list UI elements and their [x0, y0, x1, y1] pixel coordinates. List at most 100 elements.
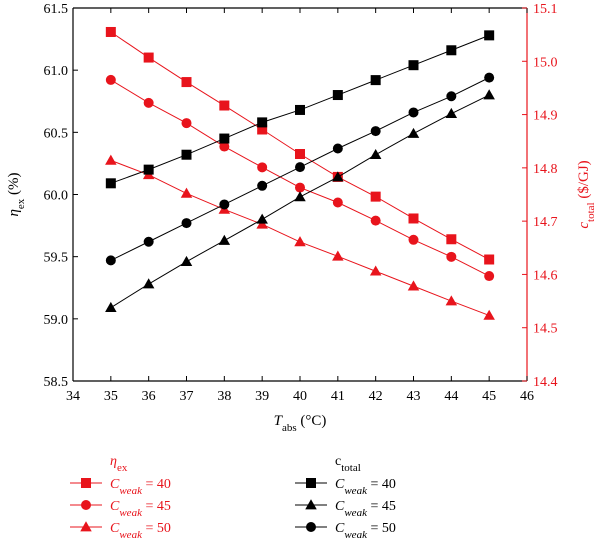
data-point	[257, 180, 268, 191]
data-point	[294, 191, 306, 202]
data-point	[407, 127, 420, 138]
x-axis-title: Tabs (°C)	[274, 413, 327, 434]
x-tick-label: 35	[104, 389, 118, 404]
data-point	[370, 191, 381, 202]
y-right-tick-label: 14.9	[533, 109, 558, 124]
data-point	[143, 52, 154, 63]
y-right-tick-label: 14.7	[533, 215, 558, 230]
legend-marker	[81, 500, 91, 510]
y-left-tick-label: 60.5	[44, 126, 69, 141]
legend-entry-label: Cweak = 45	[335, 499, 396, 519]
series-line	[110, 31, 490, 260]
series-line	[110, 94, 490, 309]
data-point	[105, 301, 117, 312]
data-point	[295, 162, 305, 173]
data-point	[484, 30, 495, 41]
data-point	[105, 154, 117, 165]
data-point	[257, 162, 268, 173]
data-point	[256, 213, 268, 224]
y-left-tick-label: 59.0	[44, 313, 69, 328]
data-point	[369, 265, 382, 276]
data-point	[483, 89, 495, 100]
x-tick-label: 36	[142, 389, 156, 404]
legend-entry-label: Cweak = 45	[110, 499, 171, 519]
data-point	[218, 234, 231, 245]
y-right-tick-label: 15.0	[533, 55, 558, 70]
y-right-tick-label: 14.6	[533, 268, 558, 283]
legend-entry-label: Cweak = 40	[110, 477, 171, 497]
data-point	[219, 133, 230, 144]
data-point	[105, 255, 116, 266]
data-point	[407, 280, 420, 291]
data-point	[484, 271, 495, 282]
data-point	[332, 143, 343, 154]
data-point	[332, 90, 343, 101]
data-point	[181, 77, 192, 88]
data-point	[219, 199, 230, 210]
data-point	[295, 149, 305, 160]
data-point	[257, 124, 268, 135]
y-left-tick-label: 60.0	[44, 189, 69, 204]
data-point	[408, 60, 419, 71]
y-left-axis-title: ηex (%)	[6, 172, 27, 216]
data-point	[143, 97, 154, 108]
data-point	[446, 91, 457, 102]
data-point	[332, 171, 344, 182]
legend-marker	[80, 521, 92, 532]
data-point	[181, 149, 192, 160]
legend-marker	[306, 522, 316, 532]
data-point	[143, 164, 154, 175]
data-point	[332, 197, 343, 208]
x-tick-label: 45	[482, 389, 496, 404]
y-left-tick-label: 61.0	[44, 64, 69, 79]
legend-group-title: ηex	[110, 454, 128, 474]
y-right-tick-label: 14.4	[533, 375, 558, 390]
data-point	[446, 45, 457, 56]
data-point	[295, 182, 305, 193]
x-tick-label: 37	[180, 389, 194, 404]
data-point	[181, 218, 192, 229]
x-tick-label: 46	[520, 389, 534, 404]
data-point	[408, 213, 419, 224]
legend-marker	[81, 478, 91, 488]
data-point	[295, 104, 305, 115]
y-right-axis-title: ctotal ($/GJ)	[576, 160, 597, 228]
y-right-tick-label: 15.1	[533, 2, 558, 17]
data-point	[483, 309, 495, 320]
y-left-tick-label: 61.5	[44, 2, 69, 17]
data-point	[181, 118, 192, 129]
x-tick-label: 42	[369, 389, 383, 404]
x-tick-label: 34	[66, 389, 80, 404]
legend-entry-label: Cweak = 50	[110, 521, 171, 539]
data-point	[370, 215, 381, 226]
data-point	[484, 72, 495, 83]
data-point	[105, 178, 116, 189]
data-point	[445, 295, 458, 306]
data-point	[446, 234, 457, 245]
data-point	[105, 74, 116, 85]
data-point	[257, 117, 268, 128]
data-point	[180, 187, 193, 198]
x-tick-label: 39	[255, 389, 269, 404]
data-point	[408, 234, 419, 245]
x-tick-label: 43	[407, 389, 421, 404]
legend-entry-label: Cweak = 40	[335, 477, 396, 497]
data-point	[332, 250, 344, 261]
data-point	[142, 278, 155, 289]
x-tick-label: 38	[217, 389, 231, 404]
legend-entry-label: Cweak = 50	[335, 521, 396, 539]
data-point	[446, 251, 457, 262]
data-point	[105, 26, 116, 37]
data-point	[484, 254, 495, 265]
data-point	[294, 236, 306, 247]
data-point	[370, 75, 381, 86]
y-right-tick-label: 14.5	[533, 322, 558, 337]
legend-marker	[306, 478, 316, 488]
legend-marker	[305, 499, 317, 510]
y-left-tick-label: 58.5	[44, 375, 69, 390]
data-point	[408, 107, 419, 118]
legend-group-title: ctotal	[335, 454, 361, 474]
y-left-tick-label: 59.5	[44, 251, 69, 266]
x-tick-label: 40	[293, 389, 307, 404]
